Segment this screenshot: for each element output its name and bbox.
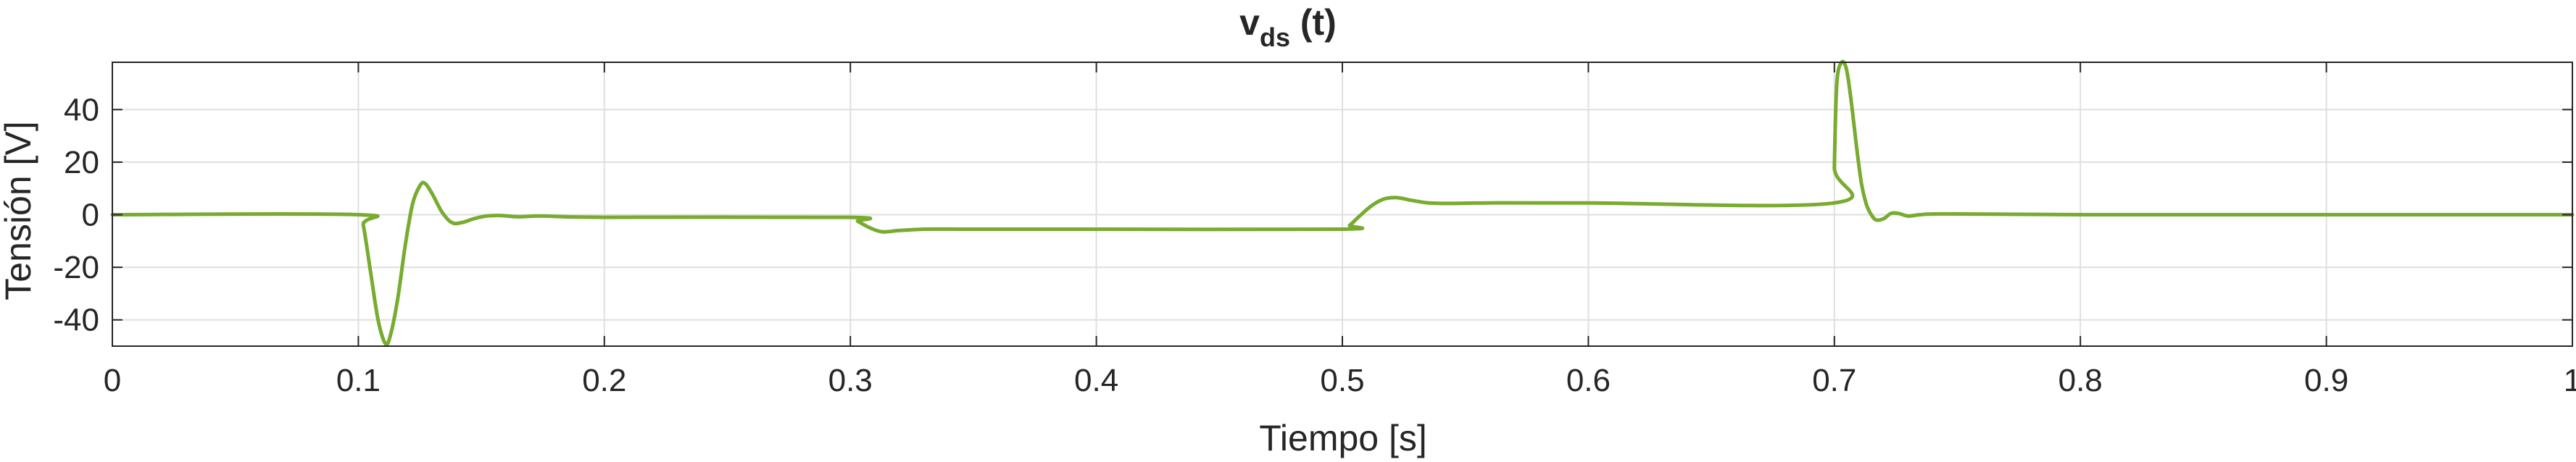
- chart-title-subscript: ds: [1260, 22, 1290, 52]
- x-tick-label: 1: [2564, 363, 2576, 398]
- x-tick-label: 0.1: [336, 363, 381, 398]
- chart-title-suffix: (t): [1290, 2, 1337, 43]
- x-tick-label: 0.4: [1074, 363, 1118, 398]
- x-tick-label: 0.8: [2058, 363, 2103, 398]
- x-tick-label: 0.5: [1320, 363, 1364, 398]
- x-tick-label: 0.3: [828, 363, 873, 398]
- y-tick-label: -40: [53, 303, 99, 338]
- y-tick-label: 40: [64, 92, 99, 127]
- y-axis-label: Tensión [V]: [0, 121, 38, 300]
- x-axis-label: Tiempo [s]: [1259, 418, 1427, 458]
- x-tick-label: 0.9: [2304, 363, 2348, 398]
- x-tick-label: 0: [104, 363, 121, 398]
- y-tick-label: 0: [82, 198, 99, 233]
- x-axis-ticks: [112, 62, 2573, 346]
- y-tick-label: -20: [53, 250, 99, 285]
- y-axis-tick-labels: -40 -20 0 20 40: [53, 92, 99, 337]
- vds-series-line: [110, 59, 2575, 347]
- x-tick-label: 0.6: [1566, 363, 1611, 398]
- y-axis-ticks: [112, 109, 2572, 321]
- x-axis-tick-labels: 0 0.1 0.2 0.3 0.4 0.5 0.6 0.7 0.8 0.9 1: [104, 363, 2576, 398]
- x-tick-label: 0.2: [582, 363, 626, 398]
- chart-title-main: v: [1239, 2, 1260, 43]
- chart-title: vds (t): [1239, 2, 1337, 52]
- y-tick-label: 20: [64, 145, 99, 180]
- x-tick-label: 0.7: [1812, 363, 1856, 398]
